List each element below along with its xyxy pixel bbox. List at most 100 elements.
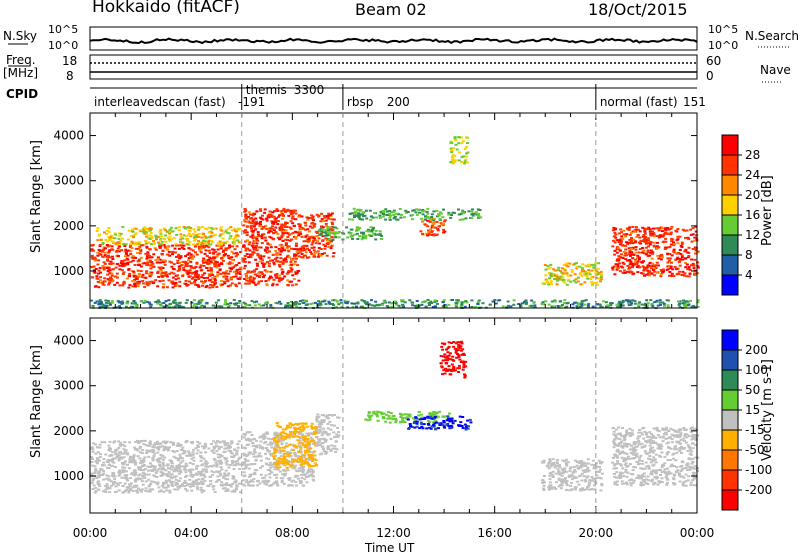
power-cell <box>622 271 625 274</box>
power-cell <box>670 272 674 275</box>
velocity-cell <box>301 484 305 487</box>
velocity-cell <box>295 427 299 430</box>
power-cell <box>246 280 250 283</box>
power-cell <box>269 304 273 307</box>
velocity-cell <box>316 444 320 447</box>
velocity-cell <box>161 461 165 464</box>
velocity-cell <box>162 449 166 451</box>
power-cell <box>175 255 179 258</box>
velocity-cell <box>423 417 427 420</box>
velocity-cell <box>218 441 222 444</box>
power-cell <box>179 256 183 259</box>
velocity-cell <box>176 442 180 445</box>
velocity-cell <box>299 459 303 462</box>
velocity-cell <box>246 459 250 462</box>
velocity-cell <box>123 445 127 448</box>
power-cell <box>382 209 386 212</box>
power-cell <box>224 248 228 251</box>
power-cell <box>565 283 569 286</box>
velocity-cell <box>91 450 95 453</box>
power-cell <box>556 305 560 307</box>
velocity-cell <box>453 419 457 422</box>
power-cell <box>636 260 640 263</box>
power-cell <box>97 269 101 272</box>
velocity-cell <box>461 427 465 429</box>
power-cell <box>646 237 650 240</box>
velocity-cell <box>207 485 211 488</box>
power-cell <box>630 248 634 251</box>
velocity-cell <box>122 469 126 472</box>
power-cell <box>201 259 205 262</box>
velocity-cell <box>98 459 101 462</box>
velocity-cell <box>140 488 144 491</box>
power-cell <box>335 227 339 230</box>
velocity-cell <box>140 452 144 454</box>
power-cell <box>555 275 559 278</box>
velocity-cell <box>311 469 315 472</box>
velocity-cell <box>336 435 340 438</box>
power-cell <box>203 252 207 255</box>
velocity-cell <box>333 447 337 450</box>
velocity-cell <box>285 442 289 445</box>
power-cell <box>647 245 650 248</box>
velocity-cell <box>302 426 306 429</box>
power-cell <box>317 300 321 303</box>
power-cell <box>287 250 291 253</box>
power-cell <box>284 210 287 213</box>
velocity-cell <box>399 420 402 423</box>
velocity-cell <box>268 464 271 467</box>
velocity-cell <box>147 478 151 481</box>
velocity-cell <box>413 419 417 422</box>
power-cell <box>97 303 101 306</box>
velocity-cell <box>366 419 370 422</box>
power-cell <box>340 306 344 308</box>
power-cell <box>222 272 226 275</box>
power-cell <box>476 208 480 211</box>
velocity-cell <box>321 445 325 448</box>
power-cell <box>212 248 216 251</box>
velocity-cell <box>264 452 267 455</box>
power-cell <box>246 221 250 223</box>
power-cell <box>287 304 291 306</box>
power-cell <box>357 216 361 219</box>
velocity-cell <box>185 489 189 492</box>
power-cell <box>159 239 162 242</box>
velocity-cell <box>100 464 104 466</box>
power-cell <box>312 219 315 222</box>
power-cell <box>599 273 603 276</box>
power-cell <box>238 268 242 271</box>
power-cell <box>113 275 117 278</box>
power-cell <box>519 305 523 308</box>
power-cell <box>104 238 108 241</box>
velocity-cell <box>134 463 138 466</box>
power-cell <box>116 255 120 257</box>
power-cell <box>95 230 99 232</box>
velocity-cell <box>109 447 113 450</box>
velocity-cell <box>436 415 440 418</box>
velocity-cell <box>334 450 338 453</box>
power-cell <box>291 217 295 220</box>
velocity-cell <box>142 464 146 467</box>
power-cell <box>197 235 201 238</box>
power-cell <box>214 264 218 267</box>
power-cell <box>470 217 474 220</box>
velocity-cell <box>323 437 327 440</box>
power-cell <box>287 270 291 272</box>
power-cell <box>313 235 317 238</box>
power-cell <box>590 276 594 279</box>
power-cell <box>401 299 405 302</box>
power-cell <box>138 248 142 251</box>
power-cell <box>150 236 154 239</box>
velocity-cell <box>297 451 301 454</box>
power-cell <box>171 244 175 247</box>
power-cell <box>323 252 326 255</box>
power-cell <box>189 253 193 256</box>
power-cell <box>92 256 96 259</box>
power-cell <box>330 236 334 239</box>
velocity-cell <box>192 459 196 462</box>
power-cell <box>432 226 436 229</box>
power-cell <box>432 234 436 237</box>
velocity-cell <box>276 468 280 471</box>
velocity-cell <box>310 422 314 425</box>
power-cell <box>160 243 164 246</box>
